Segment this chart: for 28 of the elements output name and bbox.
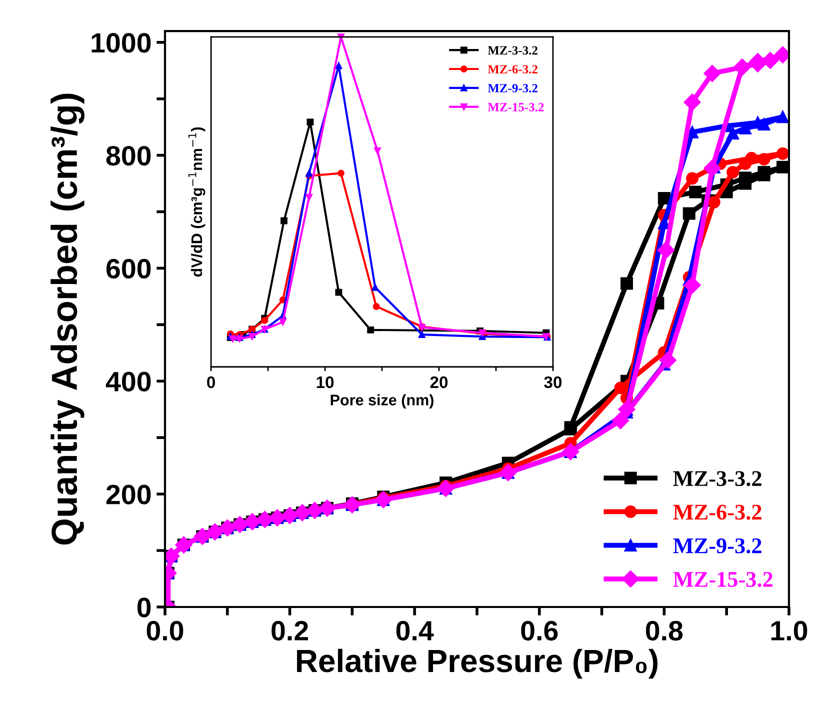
y-axis-title: Quantity Adsorbed (cm³/g) [50,94,84,545]
x-tick-label: 20 [430,376,448,388]
x-tick-label: 0.6 [521,620,558,641]
legend-label: MZ-9-3.2 [488,84,538,92]
legend-label: MZ-15-3.2 [488,102,544,112]
legend-label: MZ-3-3.2 [488,46,538,55]
y-tick-label: 400 [106,372,151,392]
x-tick-label: 0.0 [146,620,184,641]
y-axis-title: dV/dD (cm³g$^{−1}$nm$^{−1}$) [188,127,206,277]
x-tick-label: 1.0 [771,620,808,641]
x-tick-label: 0.4 [396,620,434,641]
y-tick-label: 200 [106,484,151,504]
x-tick-label: 0 [207,376,215,388]
y-tick-label: 600 [106,258,151,279]
x-tick-label: 0.8 [646,620,683,641]
x-tick-label: 30 [544,376,562,388]
y-tick-label: 0 [137,598,151,618]
x-axis-title: Pore size (nm) [330,394,434,408]
x-tick-label: 10 [316,376,334,388]
legend-label: MZ-6-3.2 [673,504,762,520]
legend-label: MZ-15-3.2 [673,572,772,588]
legend-label: MZ-9-3.2 [673,538,762,554]
legend-label: MZ-3-3.2 [673,471,762,486]
x-tick-label: 0.2 [272,620,308,641]
y-tick-label: 1000 [92,33,151,53]
x-axis-title: Relative Pressure (P/P₀) [297,648,658,679]
y-tick-label: 800 [106,146,151,166]
legend-label: MZ-6-3.2 [488,65,538,74]
